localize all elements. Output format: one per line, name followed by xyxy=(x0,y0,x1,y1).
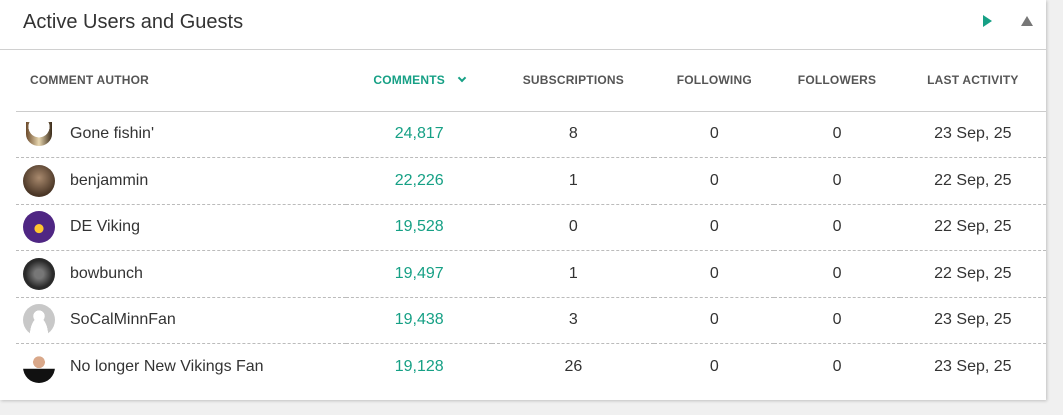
following-cell: 0 xyxy=(654,204,775,251)
author-cell[interactable]: Gone fishin' xyxy=(16,111,346,158)
subscriptions-cell: 1 xyxy=(492,157,655,205)
following-cell: 0 xyxy=(709,358,719,375)
table-row: Gone fishin' 24,817 8 0 0 23 Sep, 25 xyxy=(16,111,1046,158)
comments-cell: 19,128 xyxy=(394,358,444,375)
followers-cell: 0 xyxy=(774,297,900,344)
last-activity-cell: 22 Sep, 25 xyxy=(899,157,1046,205)
play-icon[interactable] xyxy=(983,15,992,27)
table-row: No longer New Vikings Fan 19,128 26 0 0 … xyxy=(16,344,1046,391)
panel-header: Active Users and Guests xyxy=(0,0,1046,50)
followers-cell: 0 xyxy=(832,358,842,375)
following-cell: 0 xyxy=(654,250,775,298)
last-activity-cell: 23 Sep, 25 xyxy=(934,358,1012,375)
author-cell[interactable]: No longer New Vikings Fan xyxy=(16,344,346,391)
author-name[interactable]: bowbunch xyxy=(70,264,143,282)
following-cell: 0 xyxy=(654,111,775,158)
subscriptions-cell: 0 xyxy=(492,204,655,251)
avatar[interactable] xyxy=(23,211,55,244)
col-following[interactable]: FOLLOWING xyxy=(654,50,775,112)
col-followers[interactable]: FOLLOWERS xyxy=(774,50,900,112)
chevron-down-icon xyxy=(457,74,467,83)
subscriptions-cell: 3 xyxy=(492,297,655,344)
author-cell[interactable]: DE Viking xyxy=(16,204,346,251)
triangle-up-icon[interactable] xyxy=(1021,16,1033,26)
comments-cell: 22,226 xyxy=(346,157,493,205)
avatar[interactable] xyxy=(23,257,55,290)
col-last-activity[interactable]: LAST ACTIVITY xyxy=(899,50,1046,112)
comments-cell: 19,497 xyxy=(346,250,493,298)
last-activity-cell: 23 Sep, 25 xyxy=(899,297,1046,344)
active-users-panel: Active Users and Guests COMMENT AUTHOR C… xyxy=(0,0,1046,400)
followers-cell: 0 xyxy=(774,157,900,205)
comments-cell: 19,438 xyxy=(346,297,493,344)
comments-cell: 19,528 xyxy=(346,204,493,251)
comments-cell: 24,817 xyxy=(346,111,493,158)
last-activity-cell: 23 Sep, 25 xyxy=(899,111,1046,158)
subscriptions-cell: 8 xyxy=(492,111,655,158)
subscriptions-cell: 26 xyxy=(564,358,583,375)
col-comments[interactable]: COMMENTS xyxy=(346,50,493,112)
last-activity-cell: 22 Sep, 25 xyxy=(899,204,1046,251)
table-row: SoCalMinnFan 19,438 3 0 0 23 Sep, 25 xyxy=(16,297,1046,344)
users-table: COMMENT AUTHOR COMMENTS SUBSCRIPTIONS FO… xyxy=(16,50,1046,390)
author-name[interactable]: SoCalMinnFan xyxy=(70,311,176,329)
avatar[interactable] xyxy=(23,304,55,337)
col-comment-author[interactable]: COMMENT AUTHOR xyxy=(16,50,346,112)
subscriptions-cell: 1 xyxy=(492,250,655,298)
author-cell[interactable]: benjammin xyxy=(16,157,346,205)
following-cell: 0 xyxy=(654,297,775,344)
author-cell[interactable]: SoCalMinnFan xyxy=(16,297,346,344)
followers-cell: 0 xyxy=(774,111,900,158)
col-comments-label: COMMENTS xyxy=(373,73,445,88)
author-name[interactable]: Gone fishin' xyxy=(70,125,154,143)
following-cell: 0 xyxy=(654,157,775,205)
last-activity-cell: 22 Sep, 25 xyxy=(899,250,1046,298)
followers-cell: 0 xyxy=(774,250,900,298)
followers-cell: 0 xyxy=(774,204,900,251)
table-row: DE Viking 19,528 0 0 0 22 Sep, 25 xyxy=(16,204,1046,251)
author-name[interactable]: No longer New Vikings Fan xyxy=(70,358,264,375)
avatar[interactable] xyxy=(23,351,55,383)
table-row: benjammin 22,226 1 0 0 22 Sep, 25 xyxy=(16,157,1046,205)
col-subscriptions[interactable]: SUBSCRIPTIONS xyxy=(492,50,655,112)
avatar[interactable] xyxy=(23,164,55,197)
panel-title: Active Users and Guests xyxy=(23,11,244,33)
table-row: bowbunch 19,497 1 0 0 22 Sep, 25 xyxy=(16,250,1046,298)
author-cell[interactable]: bowbunch xyxy=(16,250,346,298)
avatar[interactable] xyxy=(26,122,52,147)
author-name[interactable]: DE Viking xyxy=(70,218,140,236)
author-name[interactable]: benjammin xyxy=(70,171,149,189)
